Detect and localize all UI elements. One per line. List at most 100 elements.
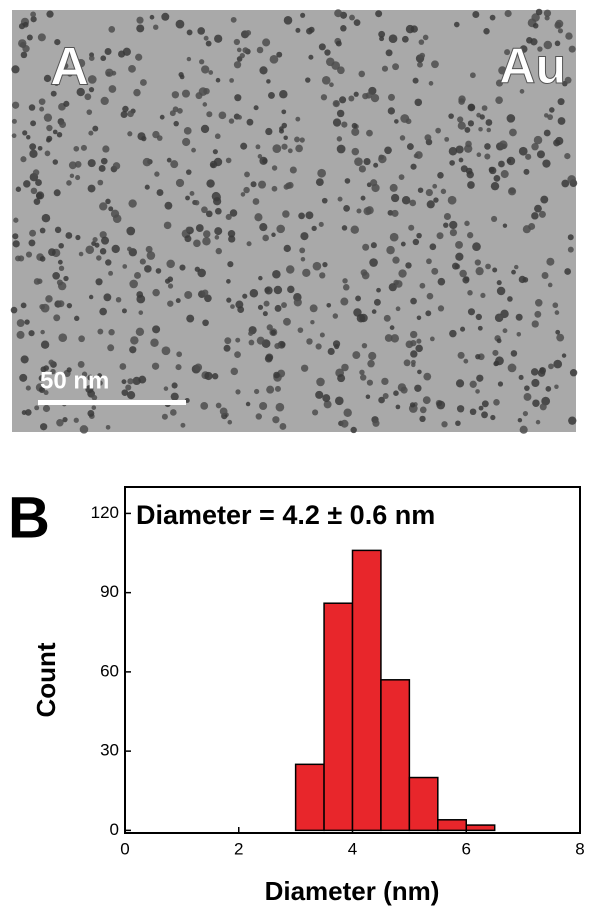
particle (142, 157, 152, 167)
particle (537, 46, 543, 52)
particle (254, 388, 260, 395)
particle (153, 24, 159, 30)
particle (523, 168, 530, 175)
particle (400, 241, 406, 247)
particle (22, 130, 28, 136)
particle (182, 137, 191, 147)
particle (511, 269, 516, 275)
particle (255, 144, 261, 150)
particle (226, 279, 231, 284)
particle (458, 98, 465, 105)
particle (300, 232, 309, 241)
particle (363, 158, 371, 166)
particle (52, 129, 58, 135)
particle (97, 373, 103, 379)
particle (156, 135, 163, 141)
particle (332, 99, 340, 108)
particle (276, 224, 285, 234)
particle (87, 159, 96, 168)
particle (144, 184, 150, 190)
particle (518, 374, 524, 380)
particle (91, 405, 97, 410)
particle (127, 391, 136, 400)
particle (206, 179, 215, 188)
particle (381, 65, 389, 72)
particle (239, 52, 245, 59)
particle (342, 278, 348, 284)
particle (417, 61, 423, 68)
particle (490, 181, 500, 191)
particle (467, 181, 475, 189)
particle (401, 196, 411, 205)
particle (52, 271, 60, 280)
particle (244, 171, 250, 178)
particle (426, 292, 434, 300)
particle (390, 334, 400, 343)
particle (212, 373, 219, 380)
particle (163, 386, 169, 391)
particle (63, 275, 69, 282)
particle (340, 419, 349, 428)
particle (498, 314, 504, 320)
particle (286, 265, 295, 274)
particle (121, 308, 127, 314)
particle (78, 335, 85, 343)
particle (496, 280, 502, 286)
particle (191, 147, 196, 153)
particle (45, 295, 53, 303)
particle (199, 59, 205, 65)
particle (340, 297, 349, 306)
particle (57, 300, 65, 308)
particle (54, 38, 61, 46)
particle (58, 265, 65, 271)
particle (419, 406, 427, 414)
particle (259, 66, 268, 75)
particle (62, 417, 68, 423)
particle (321, 76, 331, 85)
particle (167, 276, 174, 283)
particle (20, 51, 28, 59)
particle (214, 133, 221, 140)
particle (385, 49, 393, 57)
particle (28, 330, 35, 337)
particle (410, 330, 418, 339)
bar (351, 549, 382, 832)
particle (295, 116, 301, 122)
particle (336, 136, 343, 142)
particle (455, 252, 464, 261)
particle (312, 261, 322, 271)
particle (367, 359, 375, 368)
particle (159, 114, 165, 120)
particle (29, 143, 37, 151)
particle (371, 309, 377, 314)
particle (316, 377, 325, 387)
particle (95, 278, 103, 286)
particle (370, 179, 378, 187)
particle (531, 143, 539, 151)
particle (75, 175, 81, 181)
particle (449, 228, 458, 237)
particle (271, 185, 278, 192)
particle (130, 336, 139, 345)
particle (355, 295, 362, 302)
particle (504, 9, 512, 18)
particle (139, 258, 146, 265)
particle (108, 329, 115, 336)
particle (365, 206, 374, 215)
particle (262, 38, 271, 47)
particle (416, 315, 422, 321)
particle (495, 96, 503, 104)
particle (282, 210, 290, 218)
particle (536, 150, 545, 159)
particle (94, 242, 100, 248)
particle (250, 181, 257, 188)
particle (197, 268, 206, 278)
particle (79, 425, 89, 434)
particle (101, 236, 110, 245)
x-tick-label: 4 (348, 839, 357, 858)
particle (202, 236, 211, 246)
particle (350, 225, 360, 234)
particle (108, 26, 116, 33)
particle (85, 385, 94, 394)
particle (341, 121, 348, 128)
